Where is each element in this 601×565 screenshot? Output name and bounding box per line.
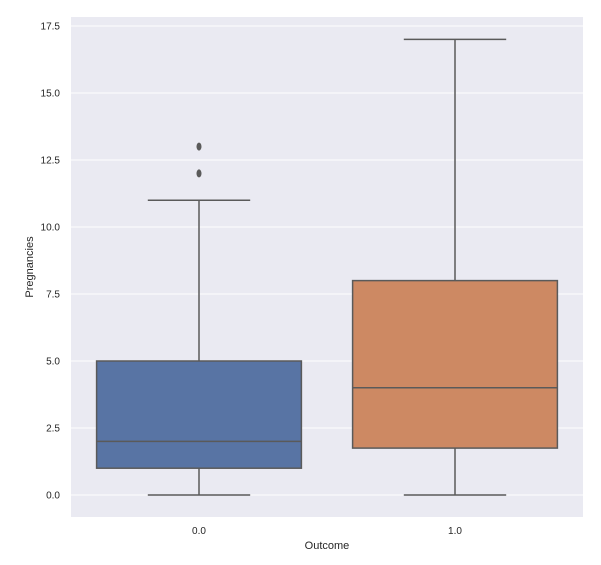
y-tick-label: 10.0 [41,223,61,234]
x-axis-ticks: 0.0 1.0 [192,526,462,537]
outlier-point [196,142,202,151]
boxes [95,38,559,496]
y-tick-label: 15.0 [41,89,61,100]
y-axis-label: Pregnancies [24,236,36,298]
x-tick-label: 0.0 [192,526,206,537]
y-tick-label: 5.0 [46,357,60,368]
y-tick-label: 7.5 [46,290,60,301]
x-tick-label: 1.0 [448,526,462,537]
y-tick-label: 2.5 [46,424,60,435]
y-tick-label: 17.5 [41,22,61,33]
iqr-box [351,279,559,449]
box-1.0 [351,38,559,496]
y-tick-label: 0.0 [46,491,60,502]
iqr-box [95,360,303,469]
y-tick-label: 12.5 [41,156,61,167]
box-0.0 [95,142,303,496]
x-axis-label: Outcome [305,540,350,552]
y-axis-ticks: 0.0 2.5 5.0 7.5 10.0 12.5 15.0 17.5 [41,22,61,502]
outlier-point [196,169,202,178]
